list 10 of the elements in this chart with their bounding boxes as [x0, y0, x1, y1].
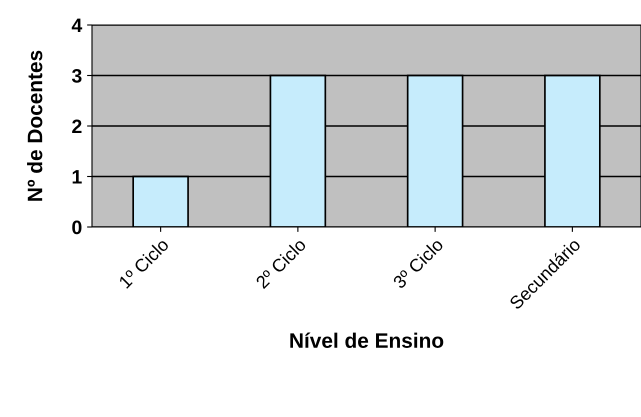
y-tick-label: 3 [72, 68, 82, 83]
y-tick-label: 2 [72, 119, 82, 134]
y-tick-label: 1 [72, 170, 82, 184]
x-axis-title: Nível de Ensino [290, 332, 444, 348]
x-tick-label: 3º Ciclo [392, 237, 444, 290]
x-tick-label: 2º Ciclo [254, 237, 307, 290]
x-tick-label: 1º Ciclo [118, 237, 170, 289]
y-axis-title: Nº de Docentes [27, 50, 42, 201]
y-tick-label: 0 [72, 220, 82, 234]
y-tick-label: 4 [72, 18, 82, 32]
